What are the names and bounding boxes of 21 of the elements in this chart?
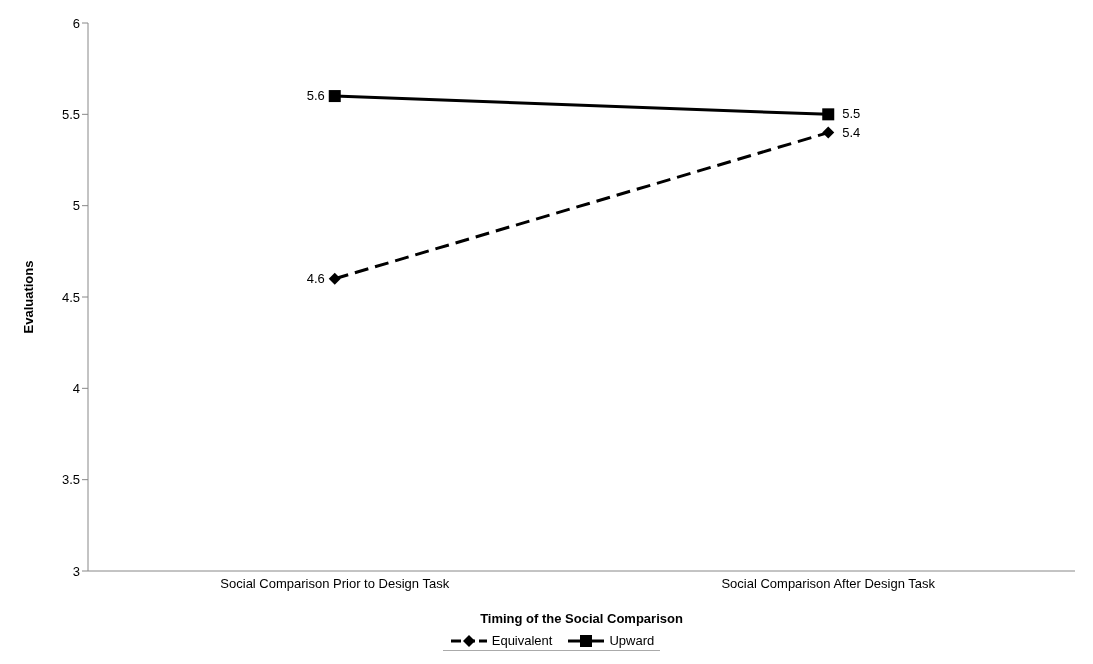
x-axis-title: Timing of the Social Comparison	[480, 611, 683, 626]
data-label: 5.5	[842, 106, 861, 122]
y-tick-label: 4	[72, 380, 80, 396]
legend-label: Upward	[609, 633, 655, 648]
y-tick-label: 3.5	[61, 472, 80, 488]
data-label: 5.6	[306, 88, 325, 104]
legend-label: Equivalent	[491, 633, 553, 648]
y-axis-title: Evaluations	[20, 260, 36, 334]
x-tick-label: Social Comparison After Design Task	[721, 576, 936, 592]
data-label: 4.6	[306, 270, 325, 286]
point	[328, 272, 341, 285]
point	[822, 126, 835, 139]
y-tick-label: 6	[72, 15, 80, 31]
y-tick-label: 3	[72, 563, 80, 579]
data-label: 5.4	[842, 124, 861, 140]
point	[822, 108, 835, 121]
x-tick-label: Social Comparison Prior to Design Task	[220, 576, 450, 592]
y-tick-label: 4.5	[61, 289, 80, 305]
y-tick-label: 5.5	[61, 106, 80, 122]
point	[328, 90, 341, 103]
y-tick-label: 5	[72, 198, 80, 214]
